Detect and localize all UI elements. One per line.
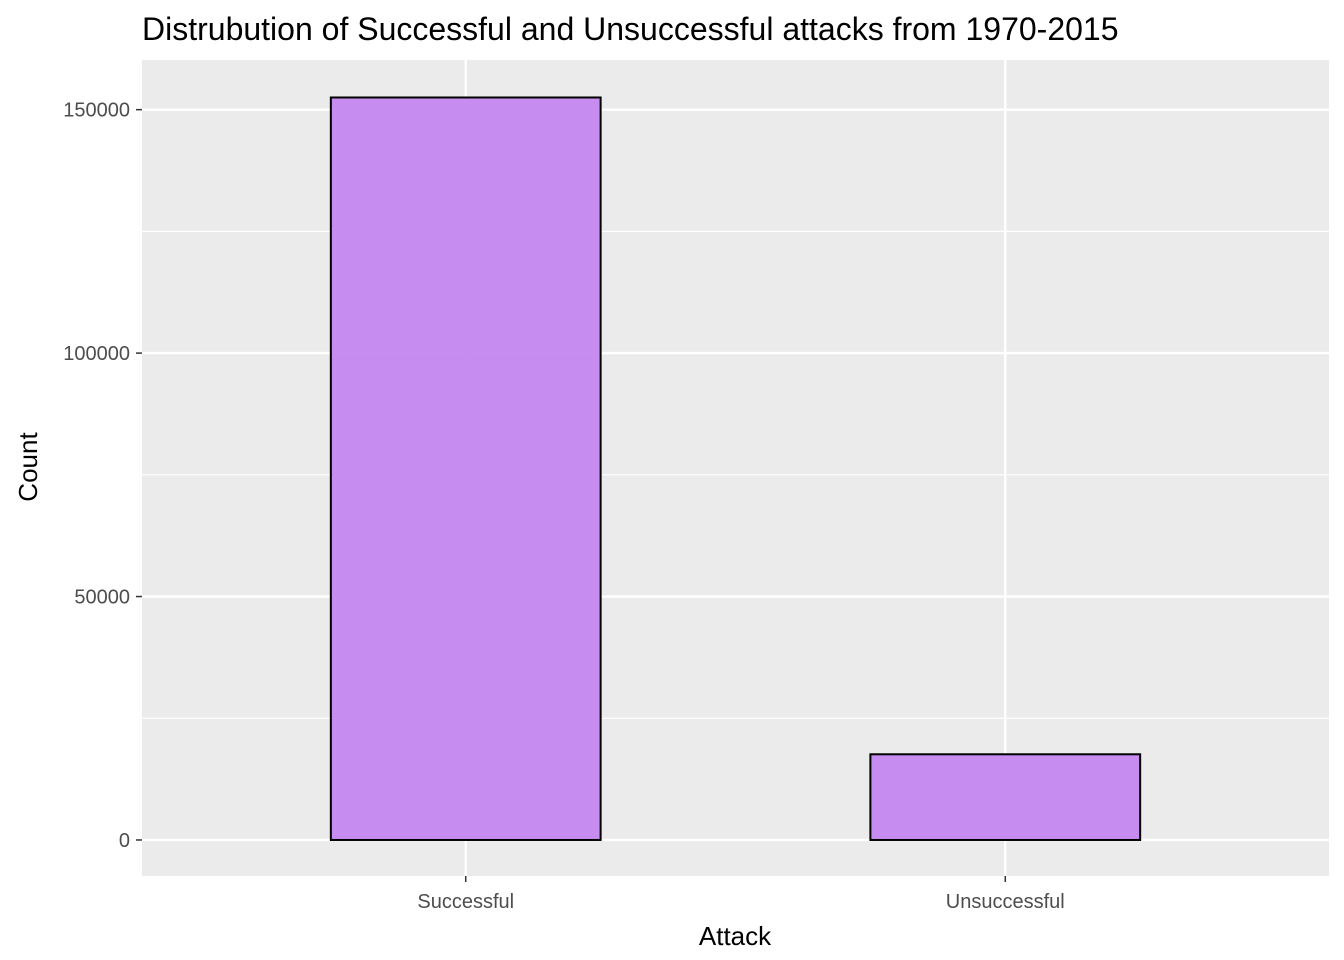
y-tick-label: 150000 [63,100,130,122]
plot-panel [142,60,1329,876]
chart-title: Distrubution of Successful and Unsuccess… [142,11,1119,47]
x-axis-title: Attack [699,921,772,951]
x-tick-label: Unsuccessful [946,891,1065,913]
y-tick-label: 100000 [63,343,130,365]
y-tick-label: 0 [119,830,130,852]
x-tick-label: Successful [417,891,514,913]
x-axis: Successful Unsuccessful [417,876,1065,913]
y-axis: 0 50000 100000 150000 [63,100,142,852]
y-tick-label: 50000 [74,587,130,609]
bar-unsuccessful [869,753,1142,841]
bar-successful [329,96,602,841]
bars [329,96,1142,841]
y-axis-title: Count [13,432,43,502]
